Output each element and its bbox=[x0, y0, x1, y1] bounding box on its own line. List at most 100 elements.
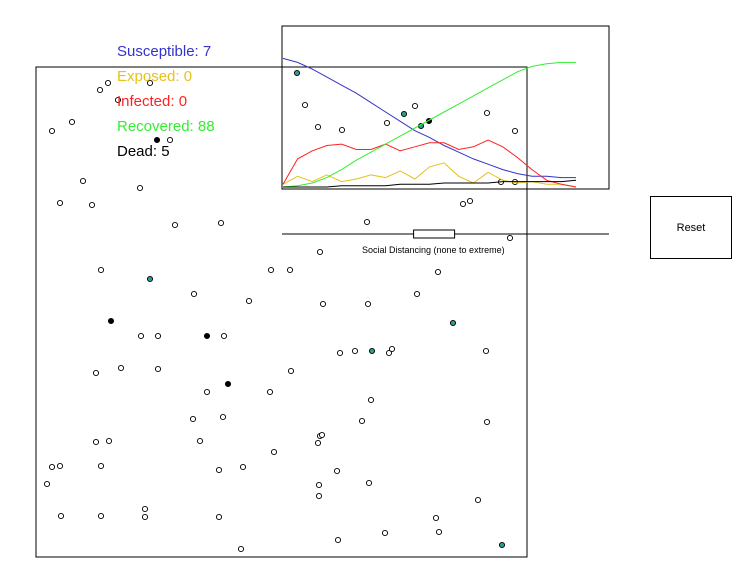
recovered-person-dot bbox=[117, 364, 125, 372]
recovered-person-dot bbox=[79, 177, 87, 185]
recovered-person-dot bbox=[287, 367, 295, 375]
recovered-person-dot bbox=[474, 496, 482, 504]
recovered-person-dot bbox=[434, 268, 442, 276]
dead-person-dot bbox=[153, 136, 161, 144]
recovered-person-dot bbox=[215, 466, 223, 474]
chart-frame bbox=[281, 25, 610, 190]
recovered-person-dot bbox=[146, 79, 154, 87]
recovered-person-dot bbox=[219, 413, 227, 421]
dead-person-dot bbox=[203, 332, 211, 340]
recovered-person-dot bbox=[435, 528, 443, 536]
recovered-person-dot bbox=[363, 218, 371, 226]
recovered-person-dot bbox=[506, 234, 514, 242]
recovered-person-dot bbox=[338, 126, 346, 134]
recovered-person-dot bbox=[48, 463, 56, 471]
recovered-person-dot bbox=[217, 219, 225, 227]
recovered-person-dot bbox=[189, 415, 197, 423]
recovered-person-dot bbox=[334, 536, 342, 544]
recovered-person-dot bbox=[483, 109, 491, 117]
susceptible-person-dot bbox=[498, 541, 506, 549]
recovered-person-dot bbox=[301, 101, 309, 109]
recovered-person-dot bbox=[137, 332, 145, 340]
recovered-person-dot bbox=[141, 513, 149, 521]
recovered-person-dot bbox=[266, 388, 274, 396]
recovered-person-dot bbox=[97, 462, 105, 470]
recovered-person-dot bbox=[203, 388, 211, 396]
recovered-person-dot bbox=[245, 297, 253, 305]
recovered-person-dot bbox=[239, 463, 247, 471]
recovered-person-dot bbox=[351, 347, 359, 355]
recovered-person-dot bbox=[97, 266, 105, 274]
recovered-person-dot bbox=[319, 300, 327, 308]
recovered-person-dot bbox=[316, 248, 324, 256]
chart-line-susceptible bbox=[282, 57, 576, 179]
recovered-person-dot bbox=[136, 184, 144, 192]
recovered-person-dot bbox=[482, 347, 490, 355]
recovered-person-dot bbox=[459, 200, 467, 208]
susceptible-person-dot bbox=[146, 275, 154, 283]
recovered-person-dot bbox=[432, 514, 440, 522]
recovered-person-dot bbox=[388, 345, 396, 353]
recovered-person-dot bbox=[364, 300, 372, 308]
recovered-person-dot bbox=[220, 332, 228, 340]
recovered-person-dot bbox=[96, 86, 104, 94]
recovered-person-dot bbox=[114, 96, 122, 104]
recovered-person-dot bbox=[270, 448, 278, 456]
recovered-person-dot bbox=[97, 512, 105, 520]
particles-layer bbox=[43, 69, 519, 553]
recovered-person-dot bbox=[104, 79, 112, 87]
recovered-person-dot bbox=[43, 480, 51, 488]
recovered-person-dot bbox=[267, 266, 275, 274]
recovered-person-dot bbox=[286, 266, 294, 274]
dead-person-dot bbox=[107, 317, 115, 325]
social-distancing-label: Social Distancing (none to extreme) bbox=[362, 245, 505, 255]
chart-line-dead bbox=[283, 179, 577, 188]
susceptible-person-dot bbox=[400, 110, 408, 118]
recovered-person-dot bbox=[171, 221, 179, 229]
slider-thumb[interactable] bbox=[413, 229, 456, 239]
recovered-person-dot bbox=[48, 127, 56, 135]
recovered-person-dot bbox=[466, 197, 474, 205]
recovered-person-dot bbox=[511, 127, 519, 135]
susceptible-person-dot bbox=[293, 69, 301, 77]
recovered-person-dot bbox=[68, 118, 76, 126]
reset-button[interactable]: Reset bbox=[650, 196, 732, 259]
recovered-count: Recovered: 88 bbox=[117, 118, 215, 135]
recovered-person-dot bbox=[92, 438, 100, 446]
recovered-person-dot bbox=[385, 349, 393, 357]
recovered-person-dot bbox=[56, 199, 64, 207]
recovered-person-dot bbox=[166, 136, 174, 144]
chart-line-recovered bbox=[282, 61, 576, 188]
recovered-person-dot bbox=[383, 119, 391, 127]
recovered-person-dot bbox=[411, 102, 419, 110]
recovered-person-dot bbox=[318, 431, 326, 439]
recovered-person-dot bbox=[237, 545, 245, 553]
recovered-person-dot bbox=[336, 349, 344, 357]
recovered-person-dot bbox=[88, 201, 96, 209]
dead-count: Dead: 5 bbox=[117, 143, 170, 160]
dead-person-dot bbox=[224, 380, 232, 388]
recovered-person-dot bbox=[483, 418, 491, 426]
recovered-person-dot bbox=[196, 437, 204, 445]
chart-line-infected bbox=[282, 139, 577, 188]
recovered-person-dot bbox=[154, 365, 162, 373]
recovered-person-dot bbox=[154, 332, 162, 340]
recovered-person-dot bbox=[314, 439, 322, 447]
recovered-person-dot bbox=[215, 513, 223, 521]
population-chart bbox=[282, 57, 577, 188]
infected-count: Infected: 0 bbox=[117, 93, 188, 110]
recovered-person-dot bbox=[315, 481, 323, 489]
recovered-person-dot bbox=[56, 462, 64, 470]
recovered-person-dot bbox=[381, 529, 389, 537]
susceptible-count: Susceptible: 7 bbox=[117, 43, 212, 60]
recovered-person-dot bbox=[314, 123, 322, 131]
recovered-person-dot bbox=[365, 479, 373, 487]
recovered-person-dot bbox=[315, 492, 323, 500]
recovered-person-dot bbox=[358, 417, 366, 425]
susceptible-person-dot bbox=[368, 347, 376, 355]
recovered-person-dot bbox=[333, 467, 341, 475]
recovered-person-dot bbox=[413, 290, 421, 298]
recovered-person-dot bbox=[57, 512, 65, 520]
recovered-person-dot bbox=[92, 369, 100, 377]
